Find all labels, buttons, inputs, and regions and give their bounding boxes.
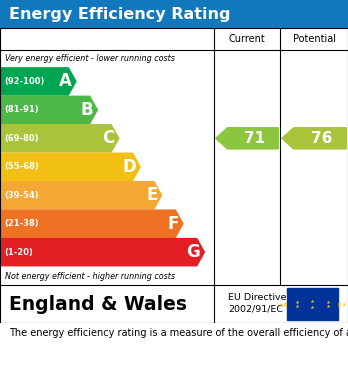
Polygon shape bbox=[1, 239, 204, 266]
Polygon shape bbox=[1, 153, 140, 180]
Text: 76: 76 bbox=[311, 131, 332, 146]
Text: D: D bbox=[122, 158, 136, 176]
Text: (92-100): (92-100) bbox=[4, 77, 45, 86]
Text: (1-20): (1-20) bbox=[4, 248, 33, 256]
Text: (39-54): (39-54) bbox=[4, 191, 39, 200]
Text: A: A bbox=[59, 72, 72, 90]
Polygon shape bbox=[216, 128, 278, 149]
Text: The energy efficiency rating is a measure of the overall efficiency of a home. T: The energy efficiency rating is a measur… bbox=[9, 328, 348, 339]
Bar bbox=[287, 288, 338, 320]
Text: Potential: Potential bbox=[293, 34, 335, 44]
Text: F: F bbox=[167, 215, 179, 233]
Text: B: B bbox=[81, 101, 93, 119]
Text: England & Wales: England & Wales bbox=[9, 294, 187, 314]
Polygon shape bbox=[1, 96, 97, 124]
Text: G: G bbox=[187, 243, 200, 261]
Text: (69-80): (69-80) bbox=[4, 134, 39, 143]
Polygon shape bbox=[1, 125, 119, 152]
Text: 71: 71 bbox=[244, 131, 265, 146]
Text: Very energy efficient - lower running costs: Very energy efficient - lower running co… bbox=[5, 54, 175, 63]
Text: EU Directive
2002/91/EC: EU Directive 2002/91/EC bbox=[228, 293, 286, 314]
Text: (55-68): (55-68) bbox=[4, 162, 39, 171]
Text: Energy Efficiency Rating: Energy Efficiency Rating bbox=[9, 7, 230, 22]
Text: Not energy efficient - higher running costs: Not energy efficient - higher running co… bbox=[5, 271, 175, 280]
Polygon shape bbox=[1, 210, 183, 237]
Polygon shape bbox=[1, 68, 76, 95]
Polygon shape bbox=[282, 128, 346, 149]
Polygon shape bbox=[1, 182, 161, 209]
Text: E: E bbox=[146, 186, 157, 204]
Text: C: C bbox=[102, 129, 114, 147]
Text: Current: Current bbox=[229, 34, 266, 44]
Text: (21-38): (21-38) bbox=[4, 219, 39, 228]
Text: (81-91): (81-91) bbox=[4, 105, 39, 115]
